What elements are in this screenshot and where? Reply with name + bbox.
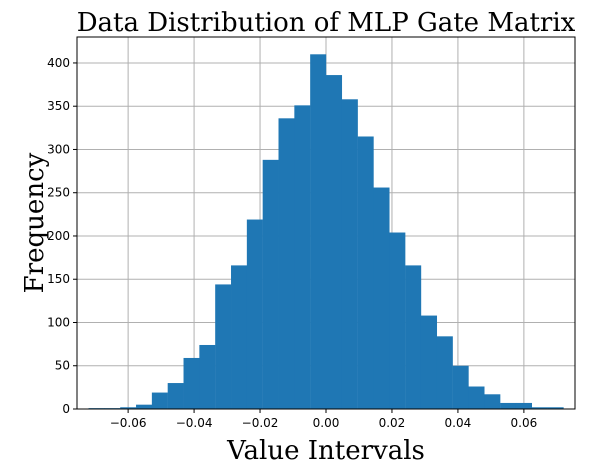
y-tick-label: 300 xyxy=(47,142,70,156)
histogram-bar xyxy=(294,105,311,410)
x-tick-label: 0.04 xyxy=(445,416,472,430)
y-tick-label: 350 xyxy=(47,99,70,113)
y-axis-label: Frequency xyxy=(20,152,50,293)
y-tick-label: 400 xyxy=(47,56,70,70)
histogram-bar xyxy=(373,187,390,409)
histogram-bar xyxy=(420,315,438,409)
y-tick-label: 250 xyxy=(47,186,70,200)
histogram-bar xyxy=(531,407,548,409)
y-tick-label: 0 xyxy=(62,402,70,416)
chart-title: Data Distribution of MLP Gate Matrix xyxy=(77,8,576,38)
histogram-bar xyxy=(405,265,422,409)
histogram-bar xyxy=(246,219,263,409)
histogram-bar xyxy=(515,402,532,409)
histogram-bar xyxy=(136,404,153,409)
x-tick-label: −0.06 xyxy=(110,416,147,430)
histogram-bar xyxy=(120,407,137,409)
histogram-bar xyxy=(357,136,374,409)
y-tick-label: 200 xyxy=(47,229,70,243)
histogram-bar xyxy=(310,54,327,409)
x-axis-ticks: −0.06 −0.04 −0.02 0.00 0.02 0.04 0.06 xyxy=(110,409,538,430)
histogram-bar xyxy=(231,265,248,409)
histogram-bar xyxy=(215,284,232,409)
y-axis-ticks: 0 50 100 150 200 250 300 350 400 xyxy=(47,56,77,416)
histogram-bar xyxy=(183,357,200,409)
histogram-bar xyxy=(278,118,295,410)
y-tick-label: 50 xyxy=(55,359,70,373)
y-tick-label: 100 xyxy=(47,315,70,329)
histogram-bar xyxy=(547,407,564,409)
x-tick-label: 0.00 xyxy=(313,416,340,430)
histogram-bar xyxy=(167,383,184,409)
histogram-bar xyxy=(389,232,406,409)
x-tick-label: −0.04 xyxy=(176,416,213,430)
histogram-bar xyxy=(484,394,501,409)
x-tick-label: 0.06 xyxy=(511,416,538,430)
histogram-bar xyxy=(151,392,168,409)
histogram-bar xyxy=(199,344,216,409)
x-tick-label: 0.02 xyxy=(379,416,406,430)
histogram-bars xyxy=(88,54,564,410)
histogram-bar xyxy=(262,159,279,409)
y-tick-label: 150 xyxy=(47,272,70,286)
histogram-bar xyxy=(436,336,453,409)
histogram-bar xyxy=(452,365,469,409)
x-tick-label: −0.02 xyxy=(242,416,279,430)
histogram-bar xyxy=(468,386,485,409)
histogram-bar xyxy=(326,75,343,409)
histogram-bar xyxy=(341,99,358,410)
x-axis-label: Value Intervals xyxy=(226,436,425,466)
histogram-bar xyxy=(500,402,517,409)
